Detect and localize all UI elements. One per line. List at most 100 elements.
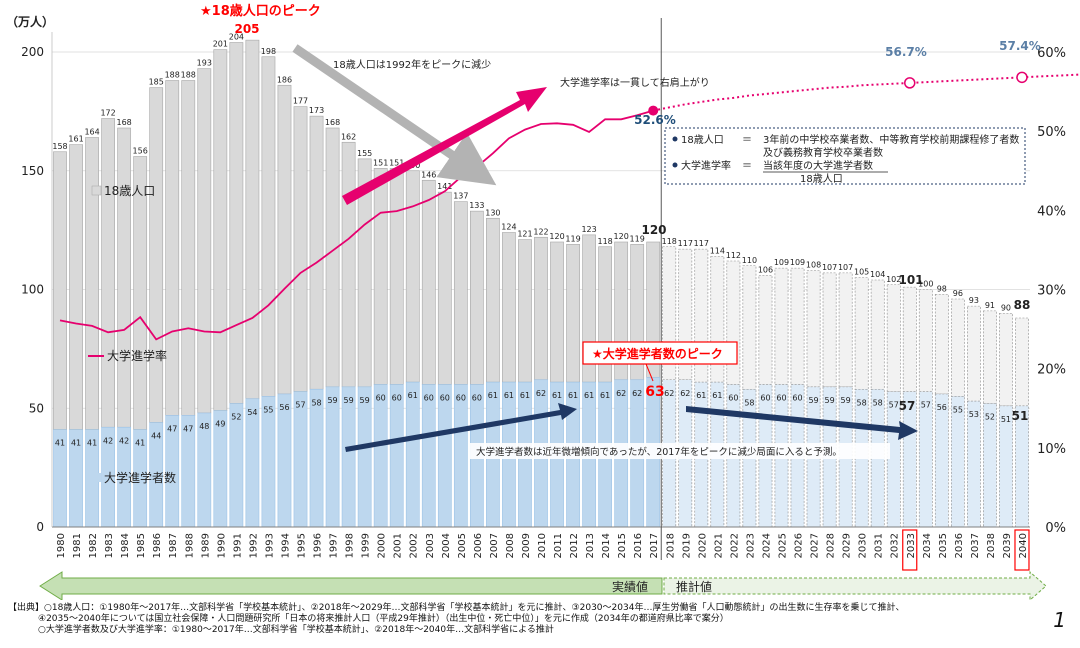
pop-decline-note: 18歳人口は1992年をピークに減少: [333, 58, 491, 71]
bar-pop18: [53, 151, 67, 430]
data-label-univ: 62: [680, 389, 690, 398]
bar-univ: [983, 403, 997, 528]
data-label-pop18: 107: [822, 263, 837, 272]
data-label-pop18: 177: [293, 97, 308, 106]
data-label-univ: 62: [632, 389, 642, 398]
data-label-univ: 62: [536, 389, 546, 398]
x-tick-label: 1980: [56, 533, 67, 558]
data-label-univ: 60: [376, 394, 386, 403]
data-label-univ: 48: [199, 422, 209, 431]
x-tick-label: 2036: [954, 533, 965, 558]
data-label-univ: 61: [504, 391, 514, 400]
bar-pop18: [197, 68, 212, 414]
x-tick-label: 2027: [810, 533, 821, 558]
y2-tick-label: 30%: [1037, 284, 1066, 299]
data-label-pop18: 168: [117, 118, 132, 127]
data-label-pop18: 119: [565, 234, 580, 243]
x-tick-label: 2019: [681, 533, 692, 558]
univ-peak-value: 63: [645, 384, 664, 400]
bar-pop18: [389, 168, 404, 385]
data-label-univ: 58: [744, 398, 754, 407]
data-label-univ: 60: [392, 394, 402, 403]
x-tick-label: 1989: [200, 533, 211, 558]
bar-univ: [309, 388, 324, 528]
data-label-pop18: 118: [597, 237, 612, 246]
data-label-univ: 42: [103, 436, 113, 445]
data-label-pop18: 151: [373, 158, 388, 167]
y-tick-label: 50: [29, 401, 44, 415]
bar-pop18: [806, 270, 821, 388]
pop-2040-label: 88: [1014, 298, 1031, 312]
y2-tick-label: 0%: [1045, 521, 1066, 536]
x-tick-label: 1997: [329, 533, 340, 558]
x-tick-label: 2039: [1002, 533, 1013, 558]
univ-rise-arrow: [345, 403, 577, 452]
x-tick-label: 2022: [729, 533, 740, 558]
data-label-pop18: 137: [453, 192, 468, 201]
bar-pop18: [726, 260, 741, 385]
x-tick-label: 2005: [457, 533, 468, 558]
data-label-univ: 47: [167, 424, 177, 433]
x-tick-label: 2006: [473, 533, 484, 558]
actual-period-arrow: [39, 571, 663, 600]
data-label-pop18: 108: [806, 261, 821, 270]
bar-univ: [325, 386, 340, 528]
bar-pop18: [421, 179, 436, 385]
data-label-pop18: 193: [197, 59, 212, 68]
x-tick-label: 1985: [136, 533, 147, 558]
data-label-univ: 56: [937, 403, 947, 412]
data-label-pop18: 172: [100, 109, 115, 118]
bar-pop18: [999, 312, 1013, 407]
bar-univ: [437, 384, 452, 528]
bar-univ: [261, 396, 276, 528]
bar-univ: [421, 384, 436, 528]
data-label-univ: 49: [215, 420, 225, 429]
univ-peak-box: [582, 341, 738, 365]
data-label-pop18: 201: [213, 40, 228, 49]
data-label-univ: 41: [135, 439, 145, 448]
definition-den-2: 18歳人口: [800, 173, 843, 185]
x-tick-label: 1993: [264, 533, 275, 558]
data-label-univ: 60: [776, 394, 786, 403]
data-label-univ: 61: [696, 391, 706, 400]
data-label-pop18: 186: [277, 75, 292, 84]
x-tick-label: 1999: [361, 533, 372, 558]
x-tick-label: 1994: [280, 533, 291, 558]
x-tick-label: 2016: [633, 533, 644, 558]
rate-2033-label: 56.7%: [885, 45, 927, 59]
bar-univ: [934, 393, 949, 528]
data-label-univ: 59: [841, 396, 851, 405]
x-tick-label: 2034: [922, 533, 933, 558]
data-label-pop18: 122: [533, 227, 548, 236]
data-label-univ: 53: [969, 410, 979, 419]
bar-pop18: [229, 42, 244, 404]
bar-pop18: [534, 236, 548, 381]
data-label-pop18: 204: [229, 33, 244, 42]
x-tick-label: 2007: [489, 533, 500, 558]
rate-2040-label: 57.4%: [999, 39, 1041, 53]
data-label-pop18: 198: [261, 47, 276, 56]
data-label-pop18: 164: [84, 128, 99, 137]
bar-pop18: [742, 265, 757, 390]
data-label-pop18: 141: [437, 182, 452, 191]
data-label-univ: 59: [327, 396, 337, 405]
x-tick-label: 2025: [777, 533, 788, 558]
page-number: 1: [1053, 608, 1066, 632]
x-tick-label: 2028: [826, 533, 837, 558]
x-tick-label: 2037: [970, 533, 981, 558]
definition-eq-1: ＝: [742, 135, 752, 146]
data-label-pop18: 106: [758, 265, 773, 274]
x-tick-label: 2029: [842, 533, 853, 558]
data-label-univ: 52: [985, 413, 995, 422]
bar-pop18: [325, 127, 340, 388]
x-tick-label: 2008: [505, 533, 516, 558]
x-tick-label: 2026: [794, 533, 805, 558]
data-label-univ: 60: [760, 394, 770, 403]
pop-peak-value: 205: [234, 22, 259, 36]
data-label-univ: 60: [440, 394, 450, 403]
x-tick-label: 1991: [232, 533, 243, 558]
univ-note: 大学進学者数は近年微増傾向であったが、2017年をピークに減少局面に入ると予測。: [476, 446, 842, 458]
data-label-univ: 61: [712, 391, 722, 400]
bar-pop18: [918, 289, 933, 392]
bar-pop18: [373, 168, 388, 385]
